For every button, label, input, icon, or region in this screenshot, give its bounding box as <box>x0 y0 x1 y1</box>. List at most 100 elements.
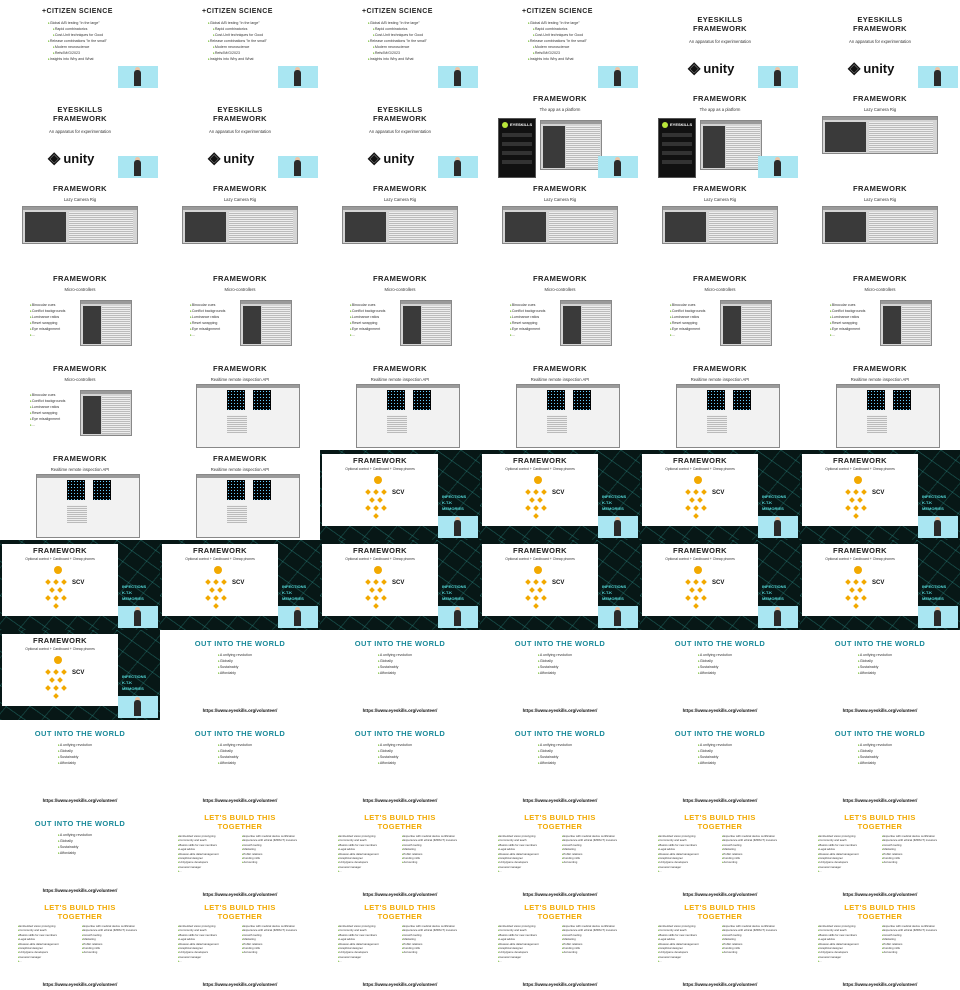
slide-thumbnail[interactable]: FRAMEWORK Realtime remote inspection API <box>640 360 800 450</box>
slide-thumbnail[interactable]: OUT INTO THE WORLD A unifying revolutionG… <box>320 720 480 810</box>
slide-thumbnail[interactable]: OUT INTO THE WORLD A unifying revolutionG… <box>480 720 640 810</box>
slide-thumbnail[interactable]: OUT INTO THE WORLD A unifying revolutionG… <box>0 720 160 810</box>
slide-thumbnail[interactable]: FRAMEWORK Micro-controllers Binocular cues… <box>320 270 480 360</box>
slide-thumbnail[interactable]: OUT INTO THE WORLD A unifying revolutionG… <box>800 630 960 720</box>
slide-thumbnail[interactable]: FRAMEWORK The app as a platform EYESKILLS <box>480 90 640 180</box>
slide-thumbnail[interactable]: FRAMEWORK Lazy Camera Rig <box>800 180 960 270</box>
volunteer-link[interactable]: https://www.eyeskills.org/volunteer/ <box>522 798 598 803</box>
slide-thumbnail[interactable]: FRAMEWORK Realtime remote inspection API <box>0 450 160 540</box>
slide-thumbnail[interactable]: +CITIZEN SCIENCE Global A/B testing "in t… <box>480 0 640 90</box>
volunteer-link[interactable]: https://www.eyeskills.org/volunteer/ <box>42 798 118 803</box>
slide-thumbnail[interactable]: FRAMEWORK Realtime remote inspection API <box>160 360 320 450</box>
slide-thumbnail[interactable]: EYESKILLS FRAMEWORK An apparatus for exper… <box>0 90 160 180</box>
volunteer-link[interactable]: https://www.eyeskills.org/volunteer/ <box>202 982 278 987</box>
volunteer-link[interactable]: https://www.eyeskills.org/volunteer/ <box>362 798 438 803</box>
volunteer-link[interactable]: https://www.eyeskills.org/volunteer/ <box>362 982 438 987</box>
slide-thumbnail[interactable]: EYESKILLS FRAMEWORK An apparatus for exper… <box>800 0 960 90</box>
slide-thumbnail[interactable]: FRAMEWORK Optional control + Cardboard + … <box>480 540 640 630</box>
slide-thumbnail[interactable]: FRAMEWORK Realtime remote inspection API <box>480 360 640 450</box>
volunteer-link[interactable]: https://www.eyeskills.org/volunteer/ <box>842 892 918 897</box>
slide-thumbnail[interactable]: FRAMEWORK Optional control + Cardboard + … <box>320 540 480 630</box>
volunteer-link[interactable]: https://www.eyeskills.org/volunteer/ <box>42 888 118 893</box>
slide-thumbnail[interactable]: FRAMEWORK Lazy Camera Rig <box>0 180 160 270</box>
volunteer-link[interactable]: https://www.eyeskills.org/volunteer/ <box>202 798 278 803</box>
slide-thumbnail[interactable]: +CITIZEN SCIENCE Global A/B testing "in t… <box>160 0 320 90</box>
scv-label: SCV <box>392 490 405 496</box>
slide-thumbnail[interactable]: FRAMEWORK Optional control + Cardboard + … <box>320 450 480 540</box>
slide-thumbnail[interactable]: FRAMEWORK Lazy Camera Rig <box>160 180 320 270</box>
slide-thumbnail[interactable]: OUT INTO THE WORLD A unifying revolutionG… <box>160 630 320 720</box>
slide-thumbnail[interactable]: OUT INTO THE WORLD A unifying revolutionG… <box>160 720 320 810</box>
app-menu-item <box>662 142 692 146</box>
stereo-view <box>227 480 277 500</box>
slide-thumbnail[interactable]: FRAMEWORK Micro-controllers Binocular cues… <box>0 360 160 450</box>
slide-thumbnail[interactable]: FRAMEWORK Optional control + Cardboard + … <box>160 540 320 630</box>
volunteer-link[interactable]: https://www.eyeskills.org/volunteer/ <box>202 892 278 897</box>
volunteer-link[interactable]: https://www.eyeskills.org/volunteer/ <box>682 982 758 987</box>
slide-thumbnail[interactable]: FRAMEWORK Lazy Camera Rig <box>320 180 480 270</box>
slide-thumbnail[interactable]: OUT INTO THE WORLD A unifying revolutionG… <box>0 810 160 900</box>
slide-thumbnail[interactable]: OUT INTO THE WORLD A unifying revolutionG… <box>480 630 640 720</box>
role-item: Accounting <box>402 860 457 864</box>
volunteer-link[interactable]: https://www.eyeskills.org/volunteer/ <box>682 708 758 713</box>
slide-thumbnail[interactable]: FRAMEWORK Optional control + Cardboard + … <box>0 630 160 720</box>
volunteer-link[interactable]: https://www.eyeskills.org/volunteer/ <box>522 982 598 987</box>
slide-thumbnail[interactable]: FRAMEWORK Optional control + Cardboard + … <box>640 450 800 540</box>
slide-thumbnail[interactable]: FRAMEWORK Lazy Camera Rig <box>800 90 960 180</box>
slide-thumbnail[interactable]: OUT INTO THE WORLD A unifying revolutionG… <box>640 630 800 720</box>
volunteer-link[interactable]: https://www.eyeskills.org/volunteer/ <box>522 708 598 713</box>
slide-thumbnail[interactable]: EYESKILLS FRAMEWORK An apparatus for exper… <box>640 0 800 90</box>
slide-thumbnail[interactable]: FRAMEWORK Micro-controllers Binocular cues… <box>640 270 800 360</box>
slide-thumbnail[interactable]: +CITIZEN SCIENCE Global A/B testing "in t… <box>320 0 480 90</box>
slide-thumbnail[interactable]: FRAMEWORK Lazy Camera Rig <box>480 180 640 270</box>
slide-thumbnail[interactable]: FRAMEWORK Micro-controllers Binocular cues… <box>160 270 320 360</box>
slide-thumbnail[interactable]: FRAMEWORK Optional control + Cardboard + … <box>800 450 960 540</box>
event-logo-text: INFECTIONS K.T.K MEMORIES <box>282 584 306 602</box>
volunteer-link[interactable]: https://www.eyeskills.org/volunteer/ <box>522 892 598 897</box>
slide-thumbnail[interactable]: OUT INTO THE WORLD A unifying revolutionG… <box>640 720 800 810</box>
slide-thumbnail[interactable]: FRAMEWORK Optional control + Cardboard + … <box>800 540 960 630</box>
volunteer-link[interactable]: https://www.eyeskills.org/volunteer/ <box>842 708 918 713</box>
volunteer-link[interactable]: https://www.eyeskills.org/volunteer/ <box>202 708 278 713</box>
volunteer-link[interactable]: https://www.eyeskills.org/volunteer/ <box>362 708 438 713</box>
right-eye-panel <box>93 480 111 500</box>
slide-thumbnail[interactable]: FRAMEWORK Realtime remote inspection API <box>800 360 960 450</box>
slide-thumbnail[interactable]: +CITIZEN SCIENCE Global A/B testing "in t… <box>0 0 160 90</box>
volunteer-link[interactable]: https://www.eyeskills.org/volunteer/ <box>842 798 918 803</box>
slide-thumbnail[interactable]: FRAMEWORK Micro-controllers Binocular cues… <box>800 270 960 360</box>
volunteer-link[interactable]: https://www.eyeskills.org/volunteer/ <box>682 892 758 897</box>
slide-thumbnail[interactable]: FRAMEWORK Micro-controllers Binocular cues… <box>480 270 640 360</box>
volunteer-link[interactable]: https://www.eyeskills.org/volunteer/ <box>362 892 438 897</box>
slide-thumbnail[interactable]: EYESKILLS FRAMEWORK An apparatus for exper… <box>160 90 320 180</box>
volunteer-link[interactable]: https://www.eyeskills.org/volunteer/ <box>682 798 758 803</box>
slide-thumbnail[interactable]: EYESKILLS FRAMEWORK An apparatus for exper… <box>320 90 480 180</box>
slide-thumbnail[interactable]: FRAMEWORK The app as a platform EYESKILLS <box>640 90 800 180</box>
volunteer-link[interactable]: https://www.eyeskills.org/volunteer/ <box>42 982 118 987</box>
role-item: Community and teach <box>498 928 539 932</box>
slide-thumbnail[interactable]: FRAMEWORK Realtime remote inspection API <box>320 360 480 450</box>
editor-inspector-pane <box>565 126 600 168</box>
event-logo-text: INFECTIONS K.T.K MEMORIES <box>922 584 946 602</box>
speaker-body <box>774 520 781 536</box>
slide-thumbnail[interactable]: FRAMEWORK Realtime remote inspection API <box>160 450 320 540</box>
slide-thumbnail[interactable]: FRAMEWORK Optional control + Cardboard + … <box>480 450 640 540</box>
slide-thumbnail[interactable]: FRAMEWORK Optional control + Cardboard + … <box>0 540 160 630</box>
slide-thumbnail[interactable]: OUT INTO THE WORLD A unifying revolutionG… <box>320 630 480 720</box>
slide-thumbnail[interactable]: FRAMEWORK Optional control + Cardboard + … <box>640 540 800 630</box>
slide-thumbnail[interactable]: OUT INTO THE WORLD A unifying revolutionG… <box>800 720 960 810</box>
slide-thumbnail[interactable]: FRAMEWORK Lazy Camera Rig <box>640 180 800 270</box>
slide-thumbnail[interactable]: FRAMEWORK Micro-controllers Binocular cues… <box>0 270 160 360</box>
role-item: Public relations <box>882 942 937 946</box>
volunteer-link[interactable]: https://www.eyeskills.org/volunteer/ <box>842 982 918 987</box>
